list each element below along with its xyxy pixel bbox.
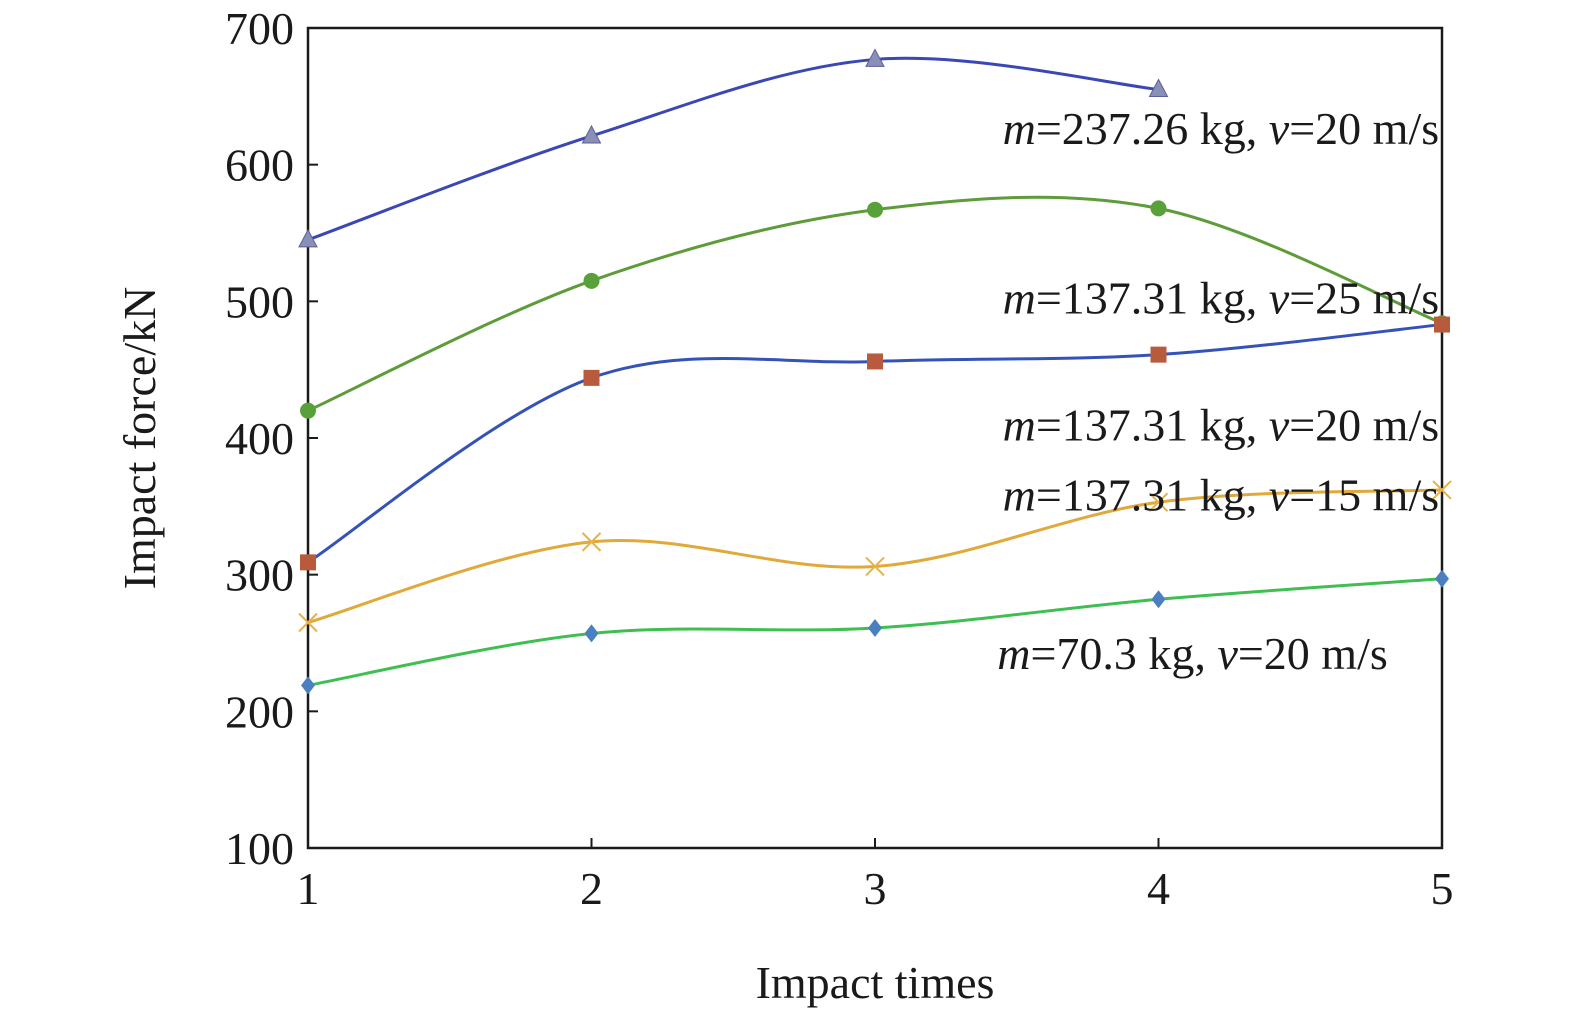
series-line xyxy=(307,323,1443,564)
series-3 xyxy=(300,316,1450,571)
series-annotation: m=137.31 kg, v=25 m/s xyxy=(1003,273,1440,324)
series-group xyxy=(298,48,1452,695)
data-point-marker xyxy=(1150,200,1167,217)
y-tick-label: 400 xyxy=(225,413,294,464)
x-tick-label: 3 xyxy=(864,863,887,914)
data-point-marker xyxy=(1435,569,1449,588)
data-point-marker xyxy=(581,124,602,144)
annotation-part: =137.31 kg, xyxy=(1036,400,1269,451)
data-point-marker xyxy=(865,48,885,67)
data-point-marker xyxy=(1148,492,1169,512)
annotation-part: =20 m/s xyxy=(1289,103,1439,154)
annotation-part: =137.31 kg, xyxy=(1036,469,1269,520)
series-4 xyxy=(298,480,1452,633)
annotation-part: m xyxy=(1003,469,1036,520)
data-point-marker xyxy=(1148,78,1169,97)
annotation-part: =25 m/s xyxy=(1289,273,1439,324)
data-point-marker xyxy=(1151,590,1166,609)
annotation-part: =70.3 kg, xyxy=(1030,628,1217,679)
series-annotation: m=137.31 kg, v=20 m/s xyxy=(1003,400,1440,451)
annotations-group: m=237.26 kg, v=20 m/sm=137.31 kg, v=25 m… xyxy=(997,103,1439,679)
data-point-marker xyxy=(865,556,885,577)
annotation-part: v xyxy=(1269,469,1290,520)
annotation-part: m xyxy=(997,628,1030,679)
x-tick-label: 1 xyxy=(297,863,320,914)
y-tick-label: 100 xyxy=(225,823,294,874)
series-1 xyxy=(298,48,1169,248)
data-point-marker xyxy=(868,618,882,637)
annotation-part: =15 m/s xyxy=(1289,469,1439,520)
annotation-part: m xyxy=(1003,273,1036,324)
annotation-part: =20 m/s xyxy=(1289,400,1439,451)
annotation-part: =137.31 kg, xyxy=(1036,273,1269,324)
annotation-part: v xyxy=(1269,400,1290,451)
annotation-part: =20 m/s xyxy=(1238,628,1388,679)
y-axis-label: Impact force/kN xyxy=(114,287,165,590)
x-tick-label: 4 xyxy=(1147,863,1170,914)
data-point-marker xyxy=(298,612,318,633)
annotation-part: m xyxy=(1003,400,1036,451)
data-point-marker xyxy=(300,402,316,419)
x-axis-label: Impact times xyxy=(756,957,995,1008)
y-tick-label: 500 xyxy=(225,276,294,327)
annotation-part: v xyxy=(1217,628,1238,679)
series-annotation: m=137.31 kg, v=15 m/s xyxy=(1003,469,1440,520)
x-tick-label: 2 xyxy=(580,863,603,914)
data-point-marker xyxy=(583,369,600,386)
x-axis-ticks: 1 2 3 4 5 xyxy=(297,838,1454,914)
y-tick-label: 300 xyxy=(225,550,294,601)
y-axis-ticks: 100 200 300 400 500 600 700 xyxy=(225,3,318,874)
data-point-marker xyxy=(867,353,883,370)
series-line xyxy=(307,56,1159,242)
annotation-part: =237.26 kg, xyxy=(1036,103,1269,154)
data-point-marker xyxy=(298,228,318,248)
data-point-marker xyxy=(1434,316,1450,333)
data-point-marker xyxy=(583,272,600,289)
series-annotation: m=237.26 kg, v=20 m/s xyxy=(1003,103,1440,154)
data-point-marker xyxy=(301,676,315,695)
series-annotation: m=70.3 kg, v=20 m/s xyxy=(997,628,1388,679)
data-point-marker xyxy=(867,201,883,218)
y-tick-label: 700 xyxy=(225,3,294,54)
annotation-part: v xyxy=(1269,273,1290,324)
data-point-marker xyxy=(1150,346,1167,363)
annotation-part: v xyxy=(1269,103,1290,154)
annotation-part: m xyxy=(1003,103,1036,154)
series-5 xyxy=(301,569,1449,695)
data-point-marker xyxy=(1432,480,1452,500)
x-tick-label: 5 xyxy=(1431,863,1454,914)
data-point-marker xyxy=(581,532,602,552)
y-tick-label: 200 xyxy=(225,686,294,737)
data-point-marker xyxy=(300,554,316,571)
data-point-marker xyxy=(584,624,599,643)
y-tick-label: 600 xyxy=(225,140,294,191)
